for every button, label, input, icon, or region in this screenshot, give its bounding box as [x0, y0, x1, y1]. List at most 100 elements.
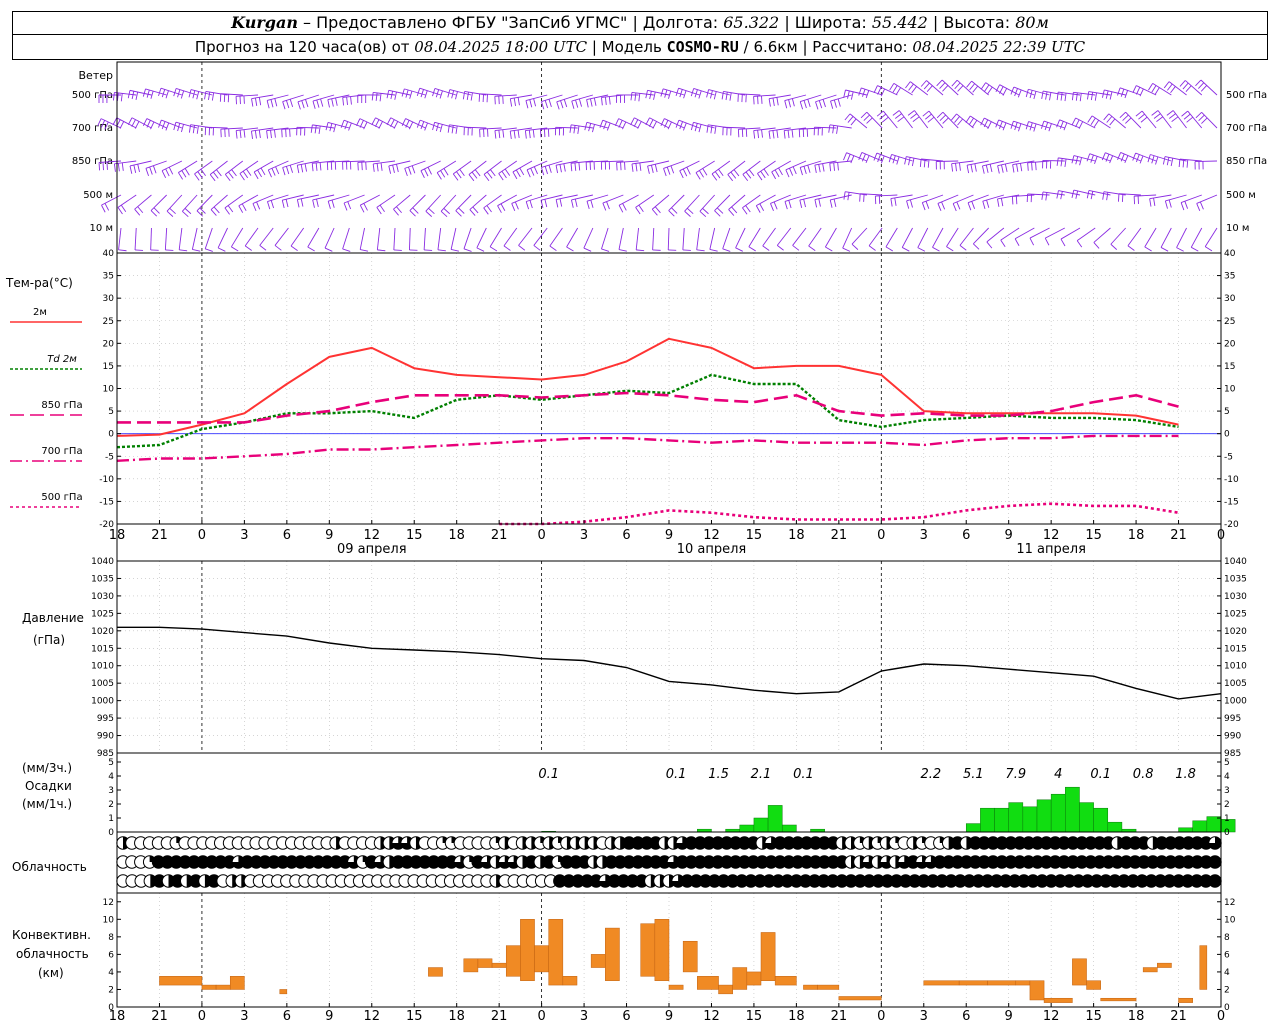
wind-barb-staff [1127, 227, 1142, 247]
wind-barb [549, 227, 563, 251]
wind-barb-feather [873, 85, 878, 93]
wind-barb-staff [420, 160, 441, 172]
wind-barb-feather [1090, 191, 1094, 200]
wind-barb-feather [578, 98, 582, 107]
wind-barb [889, 83, 913, 96]
wind-barb-staff [178, 160, 198, 173]
wind-barb-feather [153, 207, 160, 214]
wind-level-label: 850 гПа [72, 156, 113, 167]
wind-barb [860, 111, 883, 129]
y-tick-label: 1025 [91, 609, 114, 619]
wind-barb-feather [1151, 110, 1159, 116]
wind-barb [1149, 194, 1172, 207]
wind-barb-staff [1172, 110, 1187, 129]
wind-barb [755, 194, 776, 213]
wind-barb-feather [860, 111, 868, 119]
cloud-fill-sector [599, 874, 612, 888]
wind-barb-feather [606, 201, 610, 210]
wind-barb [533, 227, 548, 251]
wind-barb-feather [837, 98, 841, 107]
convective-bar [668, 984, 684, 990]
wind-barb-feather [1004, 163, 1008, 172]
wind-barb-feather [184, 208, 192, 215]
wind-barb-staff [999, 84, 1020, 96]
wind-barb-feather [1183, 113, 1191, 120]
wind-barb-feather [179, 249, 188, 252]
wind-barb-feather [408, 166, 412, 175]
wind-barb [982, 160, 1004, 174]
wind-barb-feather [517, 129, 520, 138]
wind-barb-staff [1058, 190, 1081, 196]
wind-barb-feather [530, 168, 535, 176]
wind-barb-feather [666, 166, 671, 175]
wind-barb-feather [500, 203, 506, 211]
y-tick-label: 1025 [1224, 609, 1247, 619]
y-tick-label: 0 [1224, 430, 1230, 440]
wind-barb [178, 160, 198, 180]
wind-barb-feather [1110, 243, 1118, 250]
wind-barb-staff [814, 194, 837, 201]
wind-barb-staff [1042, 191, 1065, 196]
wind-barb-staff [556, 94, 578, 103]
wind-barb-staff [928, 110, 944, 129]
y-tick-label: 40 [1224, 249, 1236, 259]
wind-barb-feather [1033, 91, 1037, 100]
wind-barb-feather [559, 198, 563, 207]
convective-bar [958, 980, 988, 986]
wind-barb [859, 193, 883, 202]
convective-bar [718, 984, 733, 995]
wind-barb-staff [652, 227, 655, 250]
wind-barb [1118, 193, 1141, 202]
wind-barb-feather [1167, 83, 1173, 91]
wind-barb [959, 227, 974, 251]
wind-barb-feather [1094, 92, 1097, 101]
precip-total-label: 1.8 [1175, 767, 1196, 782]
wind-barb-feather [1154, 87, 1160, 95]
wind-barb-feather [832, 125, 835, 134]
y-tick-label: -10 [99, 475, 114, 485]
wind-barb [706, 124, 730, 134]
wind-barb [798, 127, 822, 138]
wind-barb-feather [1018, 123, 1022, 132]
wind-barb-staff [434, 121, 457, 129]
y-tick-label: 1005 [91, 679, 114, 689]
wind-barb [409, 227, 418, 251]
wind-barb-feather [1020, 163, 1023, 172]
wind-barb-feather [861, 153, 866, 162]
wind-barb-feather [833, 99, 837, 108]
wind-barb-feather [679, 121, 684, 130]
y-tick-label: 995 [97, 714, 114, 724]
wind-barb-feather [549, 245, 557, 251]
x-tick-label: 12 [703, 528, 720, 543]
wind-barb [616, 160, 639, 171]
temperature-series-line [116, 434, 1179, 462]
wind-barb [219, 93, 243, 103]
convective-bar [746, 971, 762, 986]
wind-barb-staff [437, 227, 442, 250]
wind-barb [906, 194, 928, 209]
wind-barb-feather [117, 207, 123, 215]
wind-barb-feather [451, 90, 455, 99]
convective-bar [1157, 962, 1172, 968]
wind-barb [437, 227, 446, 252]
wind-barb-staff [409, 227, 411, 251]
wind-barb-feather [165, 122, 170, 131]
wind-barb-staff [150, 194, 167, 211]
wind-barb-staff [239, 160, 259, 174]
wind-barb-feather [1166, 110, 1174, 116]
wind-barb-staff [324, 227, 335, 249]
y-tick-label: 5 [108, 407, 114, 417]
wind-barb-feather [942, 117, 949, 124]
wind-barb-feather [982, 201, 986, 209]
wind-barb [668, 194, 685, 217]
wind-barb-staff [769, 94, 791, 100]
wind-barb [1026, 193, 1050, 203]
wind-barb-staff [970, 115, 989, 129]
wind-barb-staff [549, 227, 563, 247]
wind-barb-staff [479, 93, 502, 96]
wind-barb-feather [690, 122, 694, 131]
wind-barb-feather [983, 119, 989, 128]
wind-barb-feather [837, 162, 839, 171]
convective-bar [562, 976, 578, 986]
wind-barb-staff [134, 194, 152, 210]
